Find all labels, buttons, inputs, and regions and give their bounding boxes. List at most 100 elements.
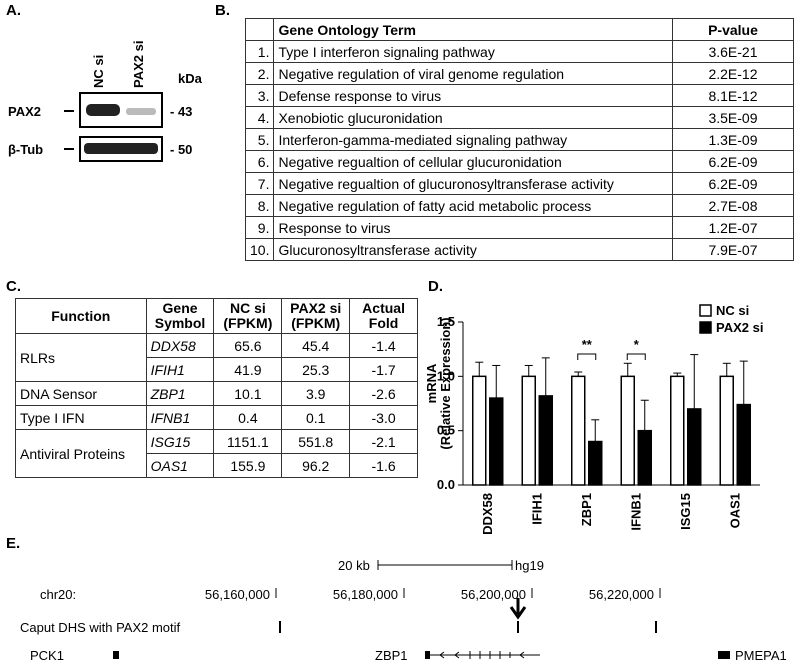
cell: 6.2E-09 [672,150,794,173]
cell: 3.9 [281,381,351,406]
gene-label: PMEPA1 [735,648,787,663]
cell: 8.1E-12 [672,84,794,107]
significance-bracket [577,353,597,360]
x-tick-label: ISG15 [678,493,693,530]
row: 7. Negative regualtion of glucuronosyltra… [244,172,794,195]
blot-frame [79,136,163,162]
legend-label: NC si [716,303,749,318]
row: OAS1 155.9 96.2 -1.6 [16,453,418,478]
track-label: Caput DHS with PAX2 motif [20,620,181,635]
blot-band [86,104,120,116]
y-tick-label: 0.0 [437,477,455,492]
unit-label: kDa [178,71,203,86]
row: 9. Response to virus 1.2E-07 [244,216,794,239]
significance-label: ** [582,337,593,352]
legend-swatch [699,321,712,334]
x-tick-label: IFNB1 [628,493,643,531]
gene-label: PCK1 [30,648,64,663]
header-cell: Function [15,298,147,334]
y-axis-label: (Relative Expression) [438,317,453,449]
cell: 155.9 [213,453,283,478]
gene-label: ZBP1 [375,648,408,663]
cell: 45.4 [281,333,351,358]
gene-model [113,651,119,659]
scale-label: 20 kb [338,558,370,573]
cell: 96.2 [281,453,351,478]
cell: IFNB1 [145,405,215,430]
position-label: 56,160,000 [205,587,270,602]
cell: 10. [244,238,275,261]
panel-label: E. [6,535,21,552]
bar [571,375,586,486]
row: 6. Negative regualtion of cellular glucur… [244,150,794,173]
cell: -2.1 [349,429,418,454]
row: DNA Sensor ZBP1 10.1 3.9 -2.6 [15,381,418,406]
row: RLRs DDX58 65.6 45.4 -1.4 [15,333,418,382]
row: 3. Defense response to virus 8.1E-12 [244,84,794,107]
position-label: 56,200,000 [461,587,526,602]
chrom-label: chr20: [40,587,76,602]
bar [736,403,751,486]
row: 4. Xenobiotic glucuronidation 3.5E-09 [244,106,794,129]
function-cell: DNA Sensor [15,381,147,406]
size-label: - 50 [170,142,192,157]
cell: Negative regualtion of glucuronosyltrans… [273,172,673,195]
row: 2. Negative regulation of viral genome re… [244,62,794,85]
cell: 2. [244,62,275,85]
go-table: Gene Ontology Term P-value 1. Type I interf… [244,18,794,261]
row: 5. Interferon-gamma-mediated signaling pa… [244,128,794,151]
significance-label: * [634,337,640,352]
panel-label: C. [6,278,21,295]
cell: ISG15 [145,429,215,454]
x-tick-label: ZBP1 [579,493,594,526]
blot-frame [79,92,163,128]
cell: 0.4 [213,405,283,430]
cell: Defense response to virus [273,84,673,107]
y-axis-label: mRNA [424,363,439,403]
assembly-label: hg19 [515,558,544,573]
bar [538,395,553,486]
bar [620,375,635,486]
x-tick-label: IFIH1 [529,493,544,525]
bar [670,375,685,486]
bar [588,440,603,486]
gene-table: Function Gene Symbol NC si (FPKM) PAX2 si (… [15,298,418,478]
position-label: 56,220,000 [589,587,654,602]
header-cell: Actual Fold [349,298,418,334]
panel-label: D. [428,278,443,295]
gene-model [439,651,525,659]
lane-label: PAX2 si [131,41,146,88]
cell: Negative regulation of viral genome regu… [273,62,673,85]
cell: IFIH1 [145,357,215,382]
panel-label: B. [215,2,230,19]
cell: 6.2E-09 [672,172,794,195]
cell: 7.9E-07 [672,238,794,261]
cell: -1.6 [349,453,418,478]
cell: Response to virus [273,216,673,239]
gene-model [718,651,730,659]
bar [719,375,734,486]
function-cell: RLRs [15,333,147,382]
bar [472,375,487,486]
cell: 2.2E-12 [672,62,794,85]
row: 10. Glucuronosyltransferase activity 7.9E-… [244,238,794,261]
cell: Xenobiotic glucuronidation [273,106,673,129]
cell: Interferon-gamma-mediated signaling path… [273,128,673,151]
position-label: 56,180,000 [333,587,398,602]
row: Type I IFN IFNB1 0.4 0.1 -3.0 [15,405,418,430]
y-tick-label: 1.5 [437,314,455,329]
bar [489,397,504,486]
legend-swatch [699,304,712,317]
significance-bracket [626,353,646,360]
cell: 3.5E-09 [672,106,794,129]
header-row: Gene Ontology Term P-value [244,18,794,41]
function-cell: Antiviral Proteins [15,429,147,478]
legend-label: PAX2 si [716,320,763,335]
blot-band [84,143,158,154]
cell: OAS1 [145,453,215,478]
cell: -3.0 [349,405,418,430]
bar [637,429,652,486]
cell: 0.1 [281,405,351,430]
